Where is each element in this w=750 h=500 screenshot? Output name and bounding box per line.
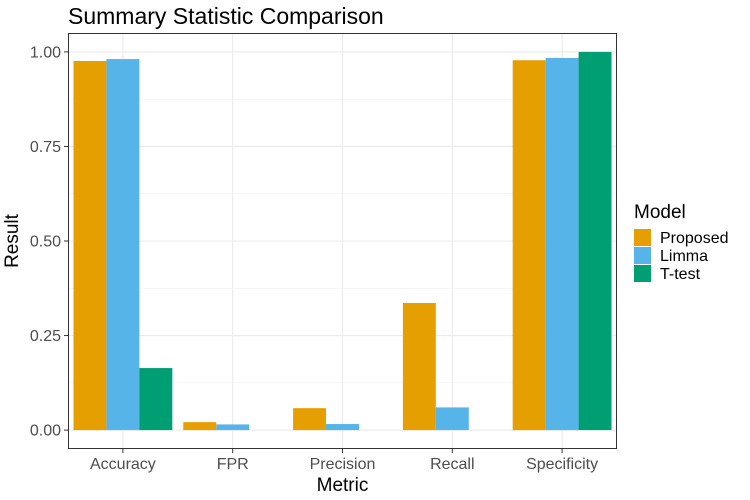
y-axis-title: Result [2,213,23,268]
x-axis-title: Metric [317,475,369,496]
bar-limma-fpr [216,424,250,431]
legend-key-proposed [634,229,651,246]
legend-title: Model [634,202,686,223]
bar-limma-accuracy [106,59,140,431]
bar-limma-precision [326,424,359,431]
x-tick-label: FPR [217,456,249,473]
bar-t-test-specificity [578,51,612,431]
bar-proposed-accuracy [73,60,107,431]
legend-key-t-test [634,265,651,282]
bar-t-test-accuracy [139,368,173,431]
x-tick-label: Precision [310,456,376,473]
legend-label: Limma [660,248,708,265]
y-tick-label: 0.00 [30,423,61,440]
chart-title: Summary Statistic Comparison [68,3,384,29]
legend-key-limma [634,247,651,264]
y-tick-label: 0.50 [30,234,61,251]
bar-proposed-precision [293,408,327,431]
bar-proposed-recall [402,303,436,431]
bars [73,51,612,431]
legend-label: Proposed [660,230,729,247]
legend-label: T-test [660,266,701,283]
bar-limma-specificity [545,57,579,431]
y-tick-label: 0.25 [30,328,61,345]
y-tick-label: 0.75 [30,139,61,156]
bar-limma-recall [435,407,469,431]
x-tick-label: Accuracy [90,456,156,473]
x-tick-label: Specificity [526,456,598,473]
x-tick-label: Recall [430,456,474,473]
panel-border [68,33,617,449]
y-axis: 0.00 0.25 0.50 0.75 1.00 [30,44,68,440]
bar-proposed-specificity [512,60,546,431]
y-tick-label: 1.00 [30,44,61,61]
bar-proposed-fpr [183,422,217,431]
x-axis: Accuracy FPR Precision Recall Specificity [90,449,598,473]
